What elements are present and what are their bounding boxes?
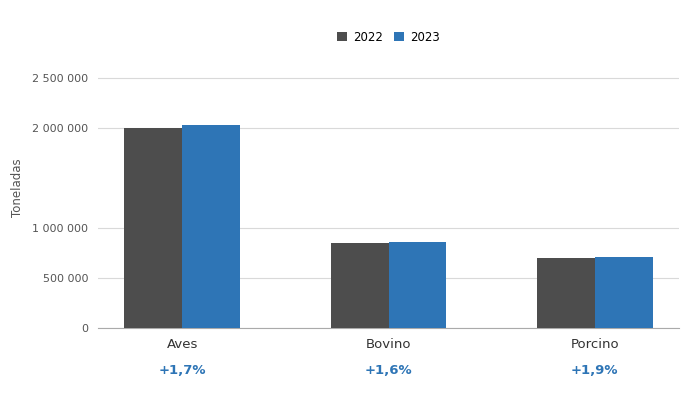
Legend: 2022, 2023: 2022, 2023 — [332, 26, 444, 48]
Text: +1,9%: +1,9% — [571, 364, 619, 378]
Bar — [182, 124, 240, 328]
Y-axis label: Toneladas: Toneladas — [10, 159, 24, 217]
Bar — [537, 258, 595, 328]
Bar — [389, 242, 447, 328]
Bar — [330, 243, 388, 328]
Bar — [595, 257, 652, 328]
Text: +1,6%: +1,6% — [365, 364, 412, 378]
Bar — [125, 128, 182, 328]
Text: +1,7%: +1,7% — [158, 364, 206, 378]
